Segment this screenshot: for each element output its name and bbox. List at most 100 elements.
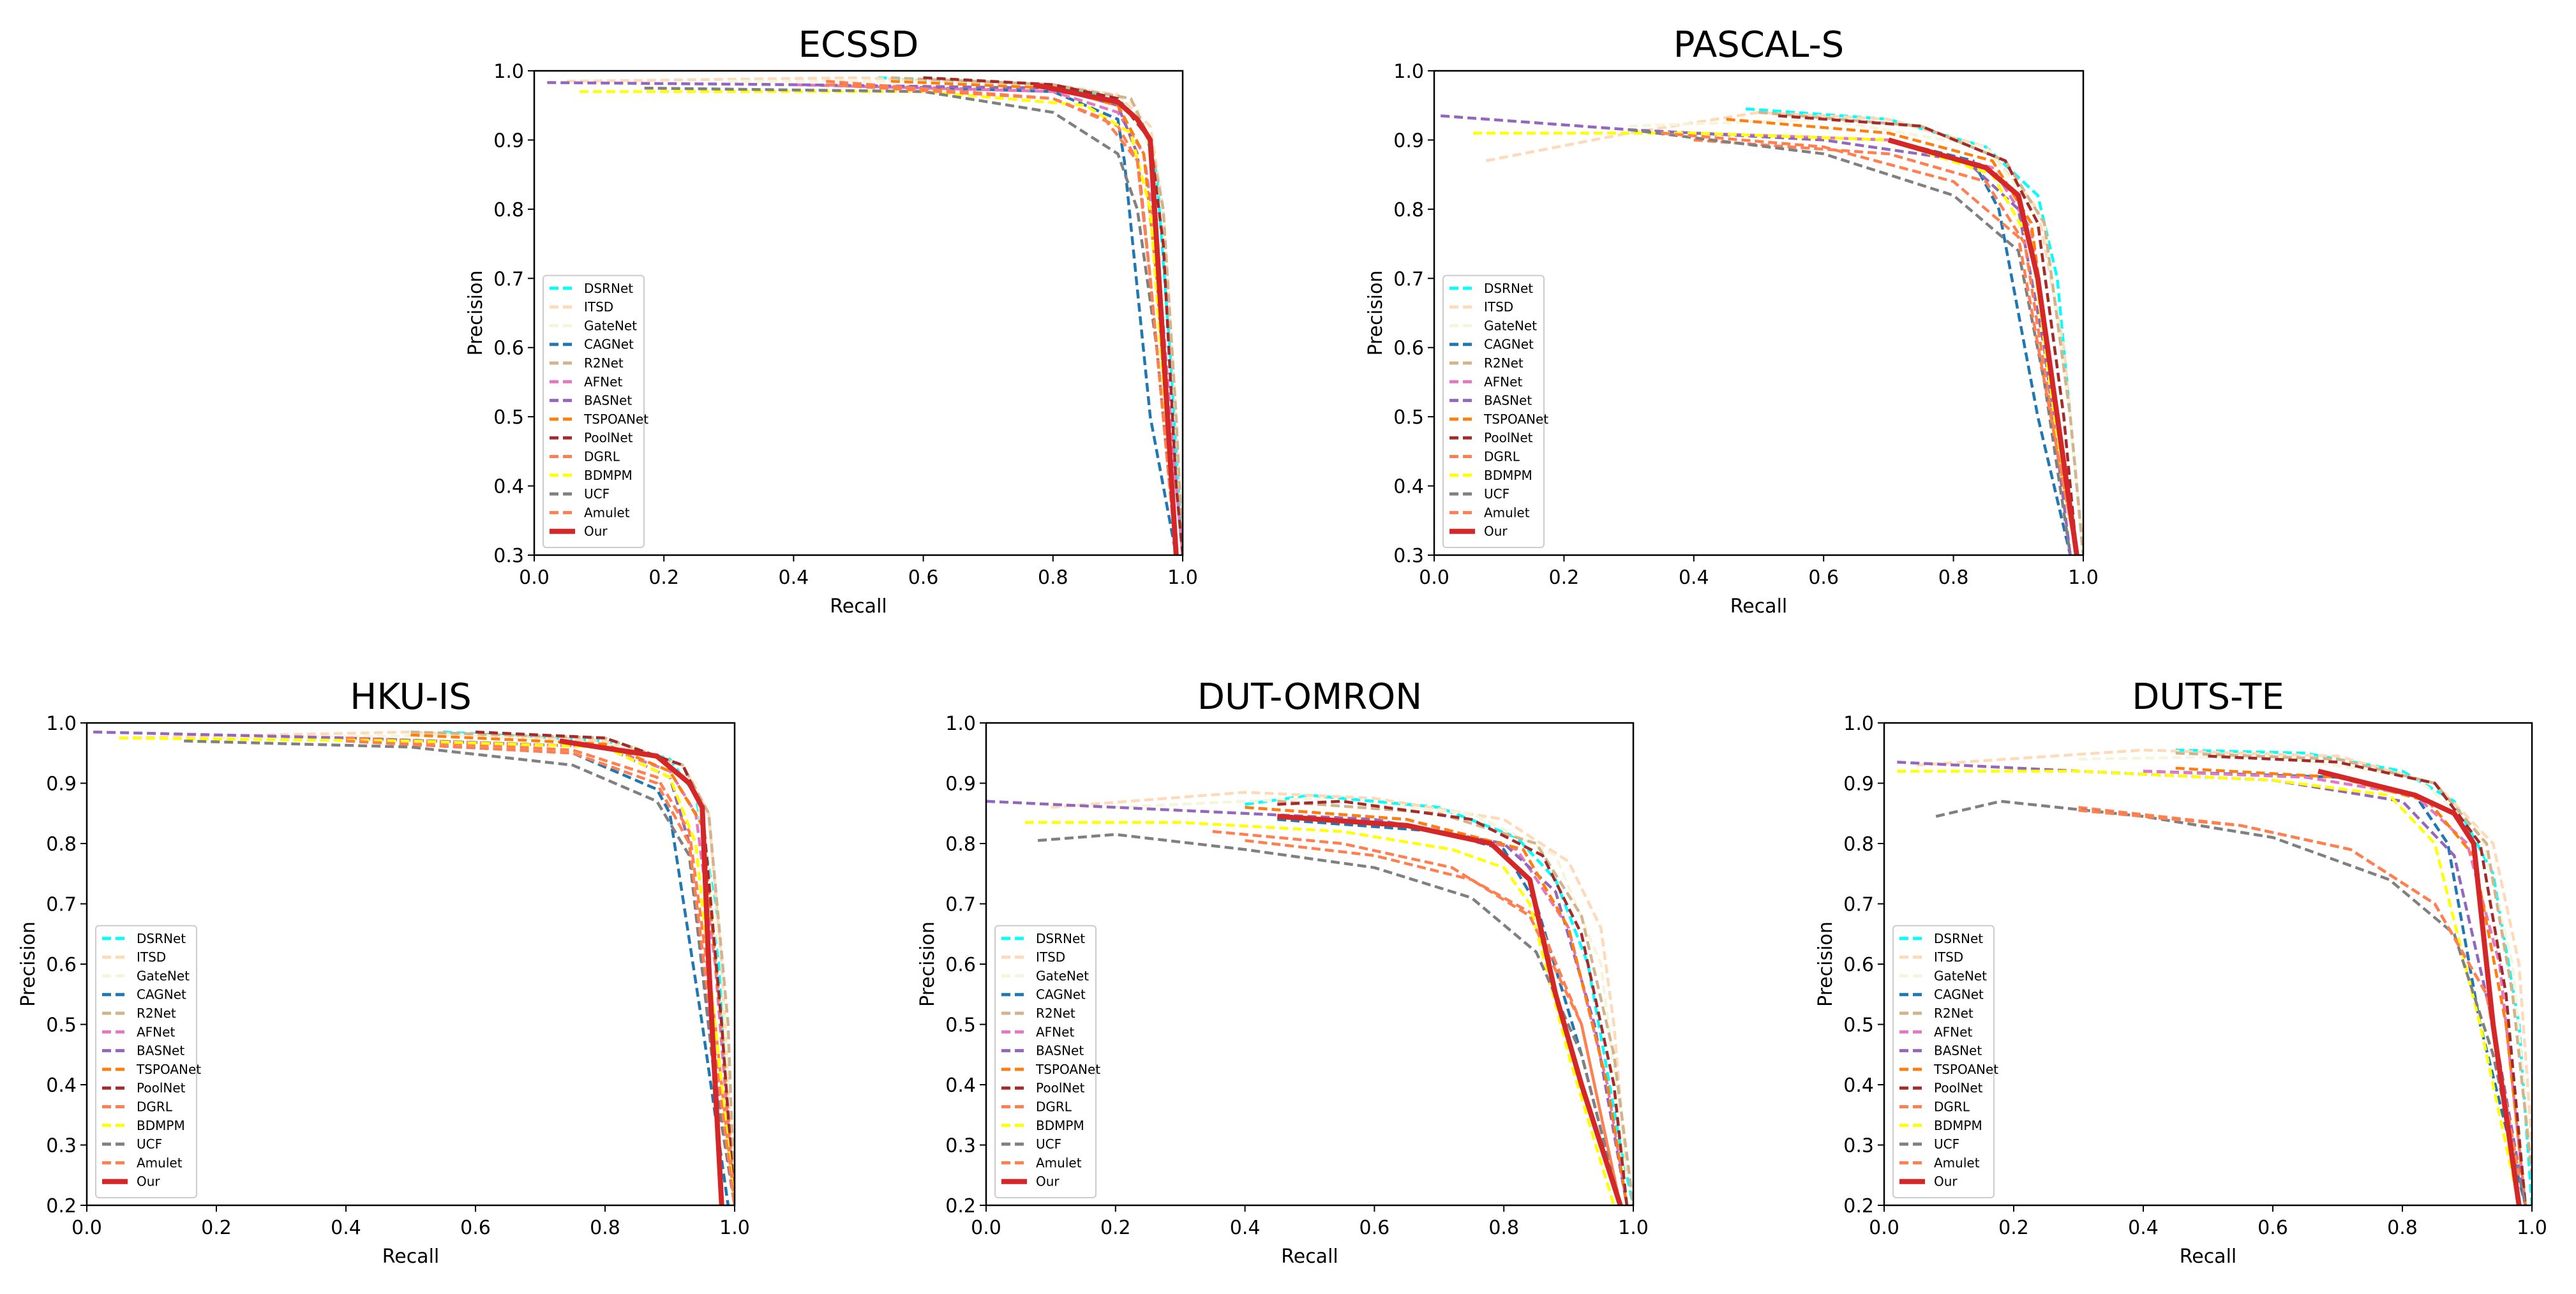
series-line-gatenet [1629,117,2083,555]
legend: DSRNet ITSD GateNet CAGNet R2Net AFNet BASNet T… [95,925,201,1199]
plot-frame [533,70,1184,556]
legend-label: DGRL [584,449,620,465]
y-axis-label: Precision [1365,271,1387,356]
legend-label: Amulet [1934,1155,1980,1170]
series-line-amulet [345,740,735,1205]
x-tick-label: 0.4 [2128,1217,2159,1239]
series-line-ucf [644,86,1178,555]
x-axis-label: Recall [1730,595,1788,618]
series-line-our [1277,814,1623,1205]
legend-label: Our [137,1174,160,1189]
legend-label: CAGNet [137,987,186,1002]
y-axis-label: Precision [465,271,487,356]
legend-label: BDMPM [1036,1118,1084,1133]
legend-label: TSPOANet [1035,1062,1100,1077]
legend-label: Our [584,524,608,539]
series-lines [547,76,1183,555]
x-tick-label: 0.2 [1998,1217,2029,1239]
legend-label: ITSD [137,949,166,965]
legend-label: R2Net [1934,1006,1973,1021]
series-line-afnet [1245,806,1629,1205]
series-line-our [559,738,724,1205]
series-lines [93,730,735,1205]
y-tick-label: 0.4 [1843,1075,1874,1097]
chart-title: PASCAL-S [1674,24,1844,66]
y-tick-label: 0.2 [1843,1195,1874,1217]
y-tick-label: 0.5 [46,1015,77,1037]
legend-label: UCF [1484,486,1509,502]
legend-label: BDMPM [1934,1118,1982,1133]
series-line-bdmpm [1897,770,2520,1205]
series-line-bdmpm [1473,131,2079,555]
x-tick-label: 0.6 [1359,1217,1390,1239]
legend-label: R2Net [1036,1006,1075,1021]
y-tick-label: 0.2 [46,1195,77,1217]
series-line-afnet [793,83,1183,555]
series-line-bdmpm [1024,821,1615,1205]
y-tick-label: 0.7 [945,894,976,916]
x-tick-label: 0.6 [908,567,939,589]
legend-label: TSPOANet [1933,1062,1998,1077]
legend-label: GateNet [1036,968,1089,983]
x-tick-label: 0.4 [779,567,809,589]
legend-label: PoolNet [1484,430,1533,445]
x-axis-label: Recall [1281,1246,1338,1268]
legend-label: GateNet [137,968,190,983]
legend-label: UCF [137,1136,162,1152]
x-tick-label: 0.8 [1488,1217,1519,1239]
plot-frame [86,722,736,1207]
y-tick-label: 0.8 [493,199,524,221]
series-line-basnet [986,799,1629,1205]
chart-ecssd: ECSSD 0.0 0.2 0.4 0.6 0.8 1.0 0.3 0.4 0.5 0.6 0.7 0.… [465,24,1198,618]
y-tick-label: 0.8 [46,833,77,856]
x-tick-label: 0.4 [331,1217,361,1239]
y-tick-label: 0.6 [945,954,976,976]
legend-label: BASNet [137,1043,184,1059]
series-line-gatenet [216,733,735,1205]
chart-title: HKU-IS [350,676,472,718]
series-line-bdmpm [119,736,735,1205]
legend-label: DSRNet [137,931,186,946]
legend-label: GateNet [584,318,637,333]
legend-label: BASNet [1036,1043,1084,1059]
y-tick-label: 0.5 [1843,1015,1874,1037]
legend-label: DGRL [1934,1099,1970,1115]
y-tick-label: 0.4 [1393,476,1424,498]
series-line-dgrl [345,736,735,1205]
y-axis-label: Precision [17,921,40,1007]
y-tick-label: 0.8 [1843,833,1874,856]
series-line-ucf [1628,128,2072,555]
series-line-tspoanet [1245,806,1629,1205]
series-line-poolnet [1277,799,1629,1205]
legend-label: PoolNet [137,1080,186,1096]
x-axis-label: Recall [2180,1246,2237,1268]
x-tick-label: 1.0 [1618,1217,1649,1239]
legend-label: DSRNet [584,281,633,296]
series-line-afnet [2143,770,2527,1205]
x-tick-label: 0.2 [1549,567,1580,589]
series-line-ucf [1037,833,1622,1205]
series-line-itsd [1916,748,2532,1145]
legend-label: PoolNet [1036,1080,1085,1096]
series-lines [1441,107,2083,555]
y-tick-label: 0.6 [493,338,524,360]
x-tick-label: 0.0 [71,1217,102,1239]
legend-label: UCF [584,486,610,502]
legend-label: PoolNet [584,430,633,445]
y-tick-label: 0.6 [1843,954,1874,976]
y-tick-label: 0.9 [493,130,524,152]
x-tick-label: 0.4 [1679,567,1709,589]
series-line-itsd [119,730,735,1205]
series-line-tspoanet [2175,766,2527,1205]
legend: DSRNet ITSD GateNet CAGNet R2Net AFNet BASNet T… [543,274,648,548]
y-tick-label: 1.0 [46,713,77,735]
series-line-bdmpm [580,90,1178,555]
y-tick-label: 0.4 [945,1075,976,1097]
series-line-poolnet [923,76,1183,555]
x-tick-label: 0.6 [2258,1217,2288,1239]
series-line-cagnet [345,740,730,1205]
chart-title: ECSSD [798,24,919,66]
y-tick-label: 0.8 [945,833,976,856]
legend-label: Our [1934,1174,1958,1189]
